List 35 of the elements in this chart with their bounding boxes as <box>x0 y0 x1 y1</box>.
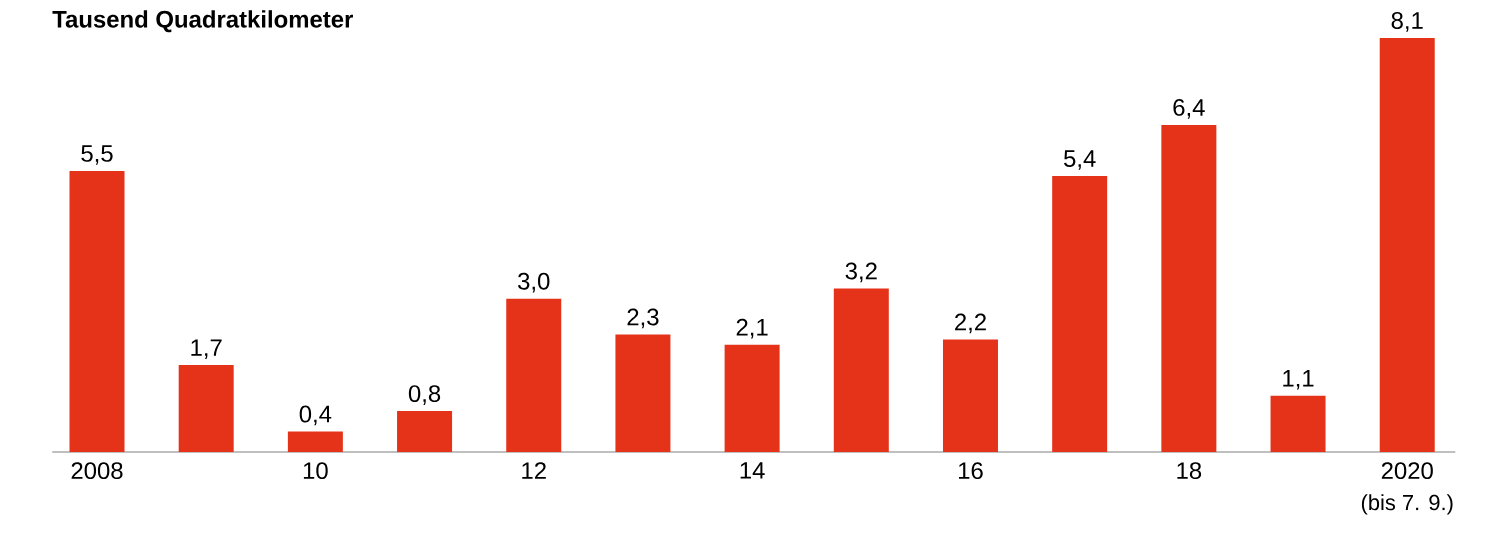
x-tick-label: 12 <box>522 462 546 479</box>
bar <box>178 365 234 452</box>
bar <box>1161 124 1217 452</box>
bar <box>69 170 125 452</box>
x-tick-label: 2008 <box>71 462 123 480</box>
data-label: 1,7 <box>191 339 222 359</box>
chart-title: Tausend Quadratkilometer <box>52 10 353 33</box>
bar <box>724 344 780 452</box>
data-label: 3,0 <box>518 272 550 293</box>
text: (bis 7. 9.) <box>1361 494 1453 515</box>
bar <box>397 411 453 452</box>
data-label: 3,2 <box>845 262 877 283</box>
data-label: 0,8 <box>408 385 441 405</box>
data-label: 0,4 <box>299 405 332 426</box>
bar <box>833 288 889 452</box>
bar <box>506 298 562 452</box>
bar <box>1379 38 1435 452</box>
data-label: 5,4 <box>1064 150 1096 170</box>
data-label: 5,5 <box>81 145 113 165</box>
bar <box>1270 395 1326 452</box>
x-tick-label: 10 <box>303 462 328 480</box>
data-label: 6,4 <box>1173 98 1205 119</box>
x-tick-label: 18 <box>1177 462 1202 480</box>
x-tick-label: 14 <box>740 462 765 479</box>
x-tick-label: 2020 <box>1381 462 1433 480</box>
data-label: 2,3 <box>627 308 659 329</box>
data-label: 2,1 <box>736 318 768 339</box>
bar <box>287 431 343 452</box>
bar <box>942 339 998 452</box>
data-label: 1,1 <box>1283 370 1314 390</box>
bar <box>615 334 671 452</box>
bar <box>1052 176 1108 452</box>
data-label: 2,2 <box>955 313 986 334</box>
data-label: 8,1 <box>1391 12 1423 32</box>
x-tick-label: 16 <box>959 462 983 480</box>
